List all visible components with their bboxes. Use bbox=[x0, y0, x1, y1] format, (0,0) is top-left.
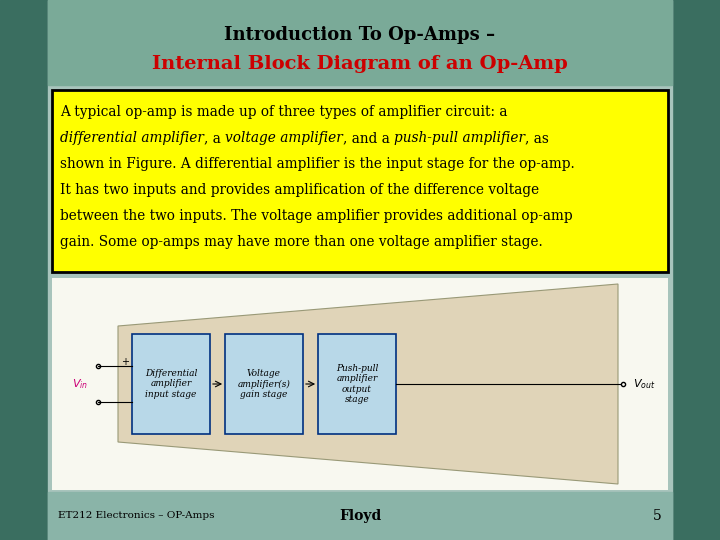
Bar bbox=[0, 0, 48, 540]
Text: , and a: , and a bbox=[343, 131, 394, 145]
Bar bbox=[132, 334, 210, 434]
Text: , as: , as bbox=[525, 131, 549, 145]
Text: Push-pull
amplifier
output
stage: Push-pull amplifier output stage bbox=[336, 364, 378, 404]
Text: shown in Figure. A differential amplifier is the input stage for the op-amp.: shown in Figure. A differential amplifie… bbox=[60, 157, 575, 171]
Polygon shape bbox=[118, 284, 618, 484]
Text: push-pull amplifier: push-pull amplifier bbox=[394, 131, 525, 145]
Text: ET212 Electronics – OP-Amps: ET212 Electronics – OP-Amps bbox=[58, 511, 215, 521]
Text: voltage amplifier: voltage amplifier bbox=[225, 131, 343, 145]
Bar bbox=[672, 0, 720, 540]
Text: A typical op-amp is made up of three types of amplifier circuit: a: A typical op-amp is made up of three typ… bbox=[60, 105, 508, 119]
Bar bbox=[52, 278, 668, 490]
Text: , a: , a bbox=[204, 131, 225, 145]
Bar bbox=[48, 0, 672, 540]
Text: +: + bbox=[121, 357, 129, 367]
Text: Differential
amplifier
input stage: Differential amplifier input stage bbox=[145, 369, 197, 399]
Bar bbox=[52, 90, 668, 272]
Text: 5: 5 bbox=[653, 509, 662, 523]
Bar bbox=[48, 0, 672, 85]
Bar bbox=[318, 334, 396, 434]
Bar bbox=[48, 492, 672, 540]
Text: Floyd: Floyd bbox=[339, 509, 381, 523]
Text: Voltage
amplifier(s)
gain stage: Voltage amplifier(s) gain stage bbox=[238, 369, 290, 399]
Text: between the two inputs. The voltage amplifier provides additional op-amp: between the two inputs. The voltage ampl… bbox=[60, 209, 572, 223]
Text: gain. Some op-amps may have more than one voltage amplifier stage.: gain. Some op-amps may have more than on… bbox=[60, 235, 543, 249]
Text: Introduction To Op-Amps –: Introduction To Op-Amps – bbox=[225, 26, 495, 44]
Text: It has two inputs and provides amplification of the difference voltage: It has two inputs and provides amplifica… bbox=[60, 183, 539, 197]
Text: differential amplifier: differential amplifier bbox=[60, 131, 204, 145]
Text: $V_{out}$: $V_{out}$ bbox=[633, 377, 656, 391]
Text: $V_{in}$: $V_{in}$ bbox=[72, 377, 88, 391]
Bar bbox=[225, 334, 303, 434]
Text: Internal Block Diagram of an Op-Amp: Internal Block Diagram of an Op-Amp bbox=[152, 55, 568, 73]
